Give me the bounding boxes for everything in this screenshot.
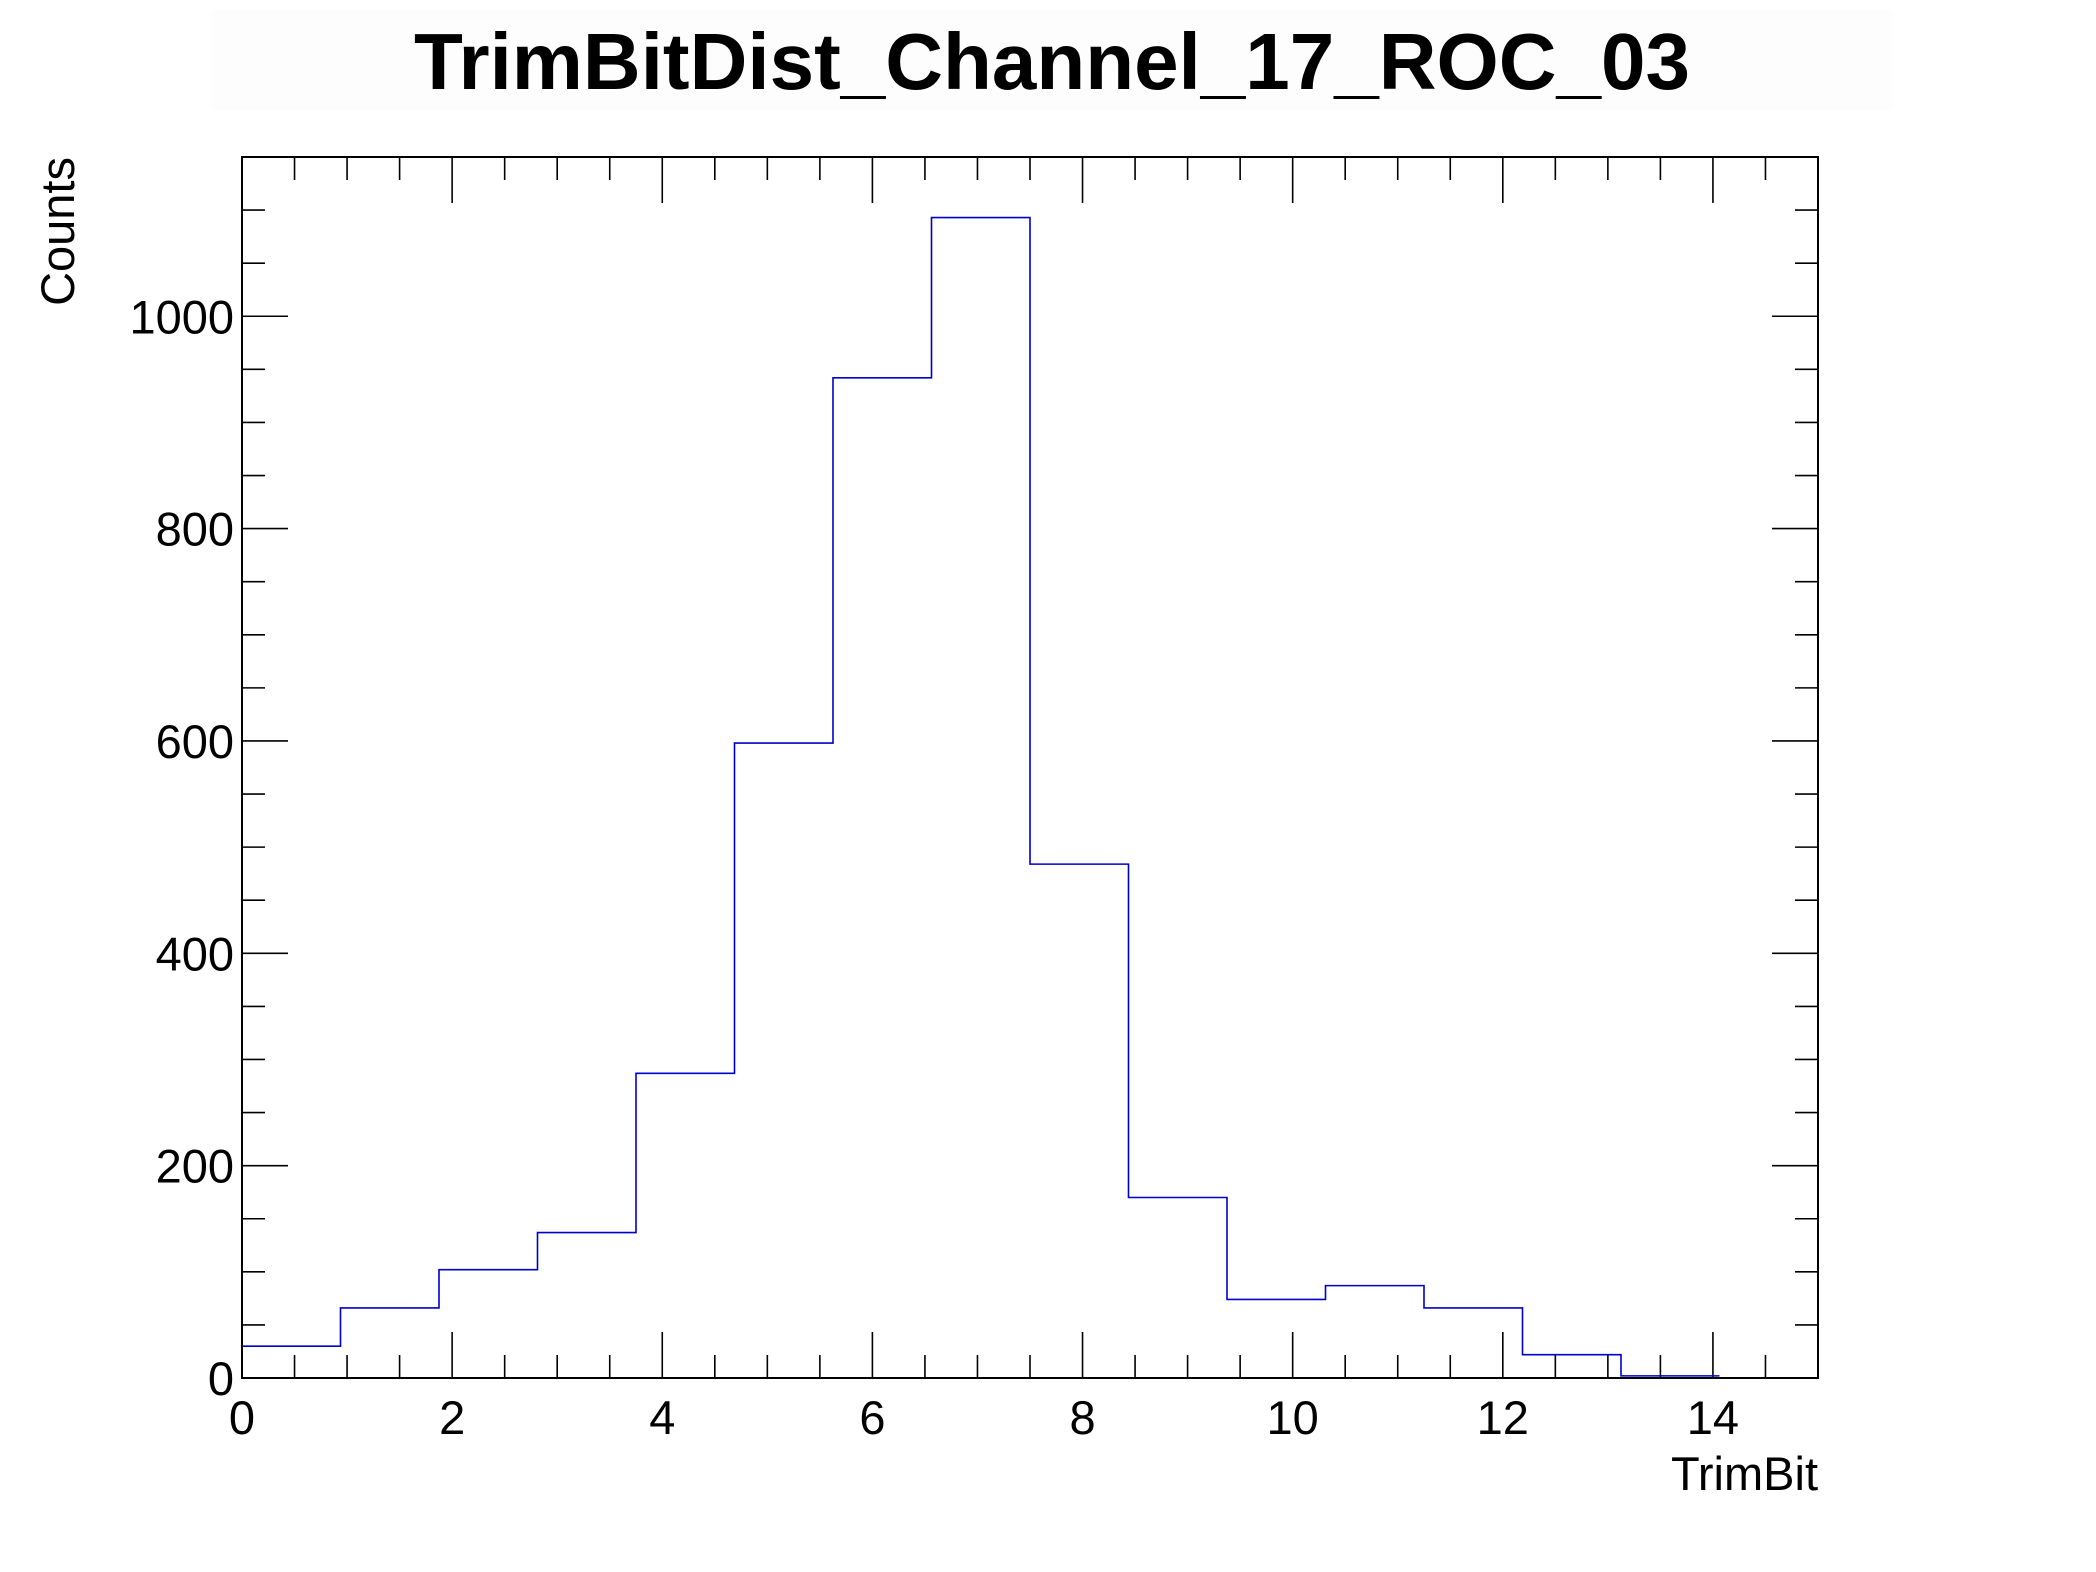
y-tick-label: 1000 (129, 290, 234, 343)
chart-title: TrimBitDist_Channel_17_ROC_03 (413, 17, 1690, 106)
x-tick-label: 12 (1477, 1391, 1529, 1444)
x-tick-label: 0 (229, 1391, 255, 1444)
x-tick-label: 8 (1069, 1391, 1095, 1444)
x-tick-label: 6 (859, 1391, 885, 1444)
title-box: TrimBitDist_Channel_17_ROC_03 (212, 10, 1892, 110)
tick-labels: 0 2 4 6 8 10 12 14 0 200 400 600 800 1000 (129, 290, 1739, 1444)
y-tick-label: 400 (156, 927, 234, 980)
y-tick-label: 0 (208, 1352, 234, 1405)
x-axis-title: TrimBit (1671, 1447, 1818, 1500)
axis-ticks (241, 156, 1819, 1379)
x-tick-label: 10 (1267, 1391, 1319, 1444)
y-axis-title: Counts (31, 157, 84, 306)
x-tick-label: 4 (649, 1391, 675, 1444)
y-tick-label: 600 (156, 715, 234, 768)
plot-frame (241, 156, 1819, 1379)
x-tick-label: 2 (439, 1391, 465, 1444)
x-tick-label: 14 (1687, 1391, 1739, 1444)
y-tick-label: 200 (156, 1140, 234, 1193)
histogram-step-line (241, 216, 1720, 1378)
y-tick-label: 800 (156, 503, 234, 556)
